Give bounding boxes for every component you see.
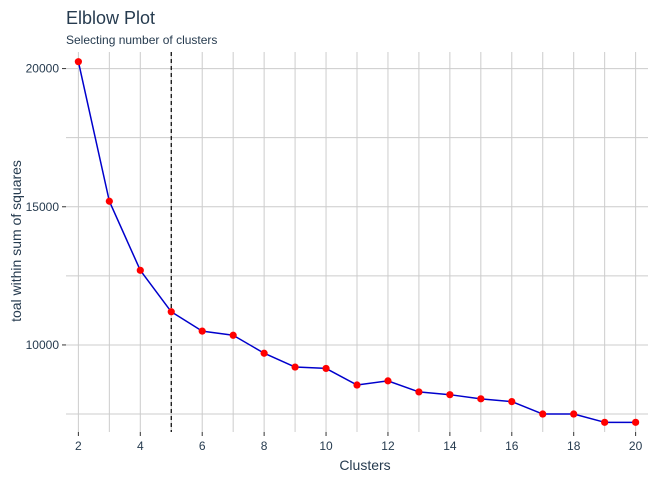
x-tick-label: 16 [505,439,519,453]
x-tick-label: 14 [443,439,457,453]
data-point [539,410,547,418]
data-point [570,410,578,418]
x-tick-label: 8 [261,439,268,453]
y-tick-label: 15000 [26,200,60,214]
data-point [477,395,485,403]
data-point [322,364,330,373]
data-point [105,197,113,205]
data-point [353,381,361,389]
data-point [136,266,144,274]
data-point [74,58,82,66]
y-tick-label: 10000 [26,338,60,352]
grid [66,52,648,432]
x-tick-label: 18 [567,439,581,453]
data-point [229,331,237,339]
chart-subtitle: Selecting number of clusters [66,33,217,47]
data-point [601,418,609,426]
data-point [632,418,640,426]
y-axis-title: toal within sum of squares [8,160,24,322]
y-tick-label: 20000 [26,62,60,76]
data-point [384,377,392,385]
data-point [167,308,175,316]
data-point [446,391,454,399]
data-point [260,349,268,357]
series-group [74,58,640,426]
x-tick-label: 6 [199,439,206,453]
x-axis-title: Clusters [339,457,390,473]
axes: 2 4 6 8 10 12 14 16 18 20 10000 15000 20000 [26,62,643,453]
data-point [198,327,206,335]
x-tick-label: 20 [629,439,643,453]
x-tick-label: 4 [137,439,144,453]
data-point [508,398,516,406]
x-tick-label: 12 [381,439,395,453]
x-tick-label: 2 [75,439,82,453]
x-tick-label: 10 [319,439,333,453]
data-point [415,388,423,396]
data-point [291,363,299,371]
chart-title: Elblow Plot [66,8,155,28]
